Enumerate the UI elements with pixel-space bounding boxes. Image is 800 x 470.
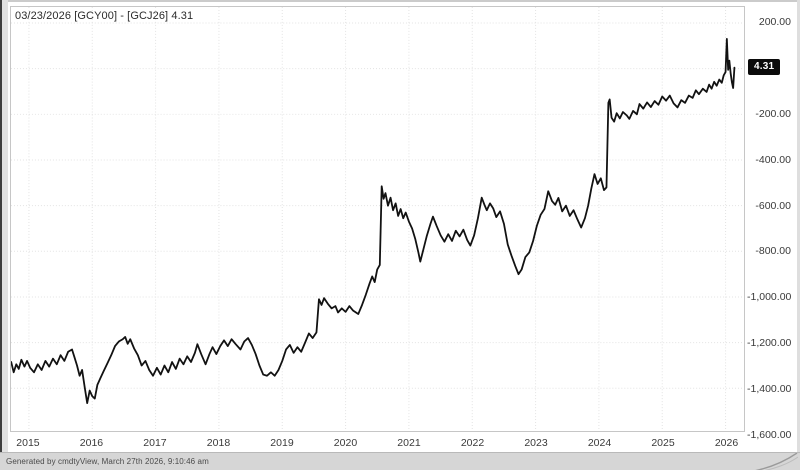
x-tick-label: 2020 — [333, 437, 358, 449]
price-line-chart — [11, 7, 744, 431]
last-price-badge: 4.31 — [748, 58, 781, 75]
plot-area[interactable]: 03/23/2026 [GCY00] - [GCJ26] 4.31 — [10, 6, 745, 432]
y-tick-label: -1,400.00 — [747, 383, 792, 396]
x-tick-label: 2021 — [397, 437, 421, 449]
x-tick-label: 2024 — [587, 437, 612, 449]
x-axis: 2015 2016 2017 2018 2019 2020 2021 2022 2023 2024… — [10, 434, 745, 451]
x-tick-label: 2019 — [270, 437, 294, 449]
y-tick-label: -800.00 — [755, 245, 791, 258]
window-edge-left — [0, 0, 2, 470]
y-tick-label: -1,000.00 — [747, 291, 792, 304]
chart-instrument-label: 03/23/2026 [GCY00] - [GCJ26] 4.31 — [15, 10, 194, 22]
window-edge-top — [0, 0, 800, 2]
footer-bar: Generated by cmdtyView, March 27th 2026,… — [0, 452, 800, 470]
y-tick-label: -1,600.00 — [747, 428, 792, 441]
y-tick-label: -200.00 — [755, 107, 791, 120]
x-tick-label: 2017 — [143, 437, 167, 449]
x-tick-label: 2023 — [524, 437, 548, 449]
gridlines — [11, 7, 744, 431]
window-edge-left-inner — [2, 0, 8, 470]
x-tick-label: 2016 — [79, 437, 104, 449]
corner-flourish-icon — [755, 453, 798, 470]
y-tick-label: -600.00 — [755, 199, 791, 212]
x-tick-label: 2025 — [651, 437, 675, 449]
window-edge-right — [797, 0, 800, 470]
y-axis: 4.31 200.00 -200.00 -400.00 -600.00 -800.00 -… — [745, 0, 800, 452]
generated-by-text: Generated by cmdtyView, March 27th 2026,… — [6, 457, 209, 466]
y-tick-label: -1,200.00 — [747, 337, 792, 350]
y-tick-label: -400.00 — [755, 153, 791, 166]
spread-price-line — [11, 38, 736, 405]
y-tick-label: 200.00 — [758, 16, 791, 29]
x-tick-label: 2015 — [16, 437, 40, 449]
x-tick-label: 2026 — [714, 437, 739, 449]
x-tick-label: 2018 — [206, 437, 231, 449]
x-tick-label: 2022 — [460, 437, 485, 449]
